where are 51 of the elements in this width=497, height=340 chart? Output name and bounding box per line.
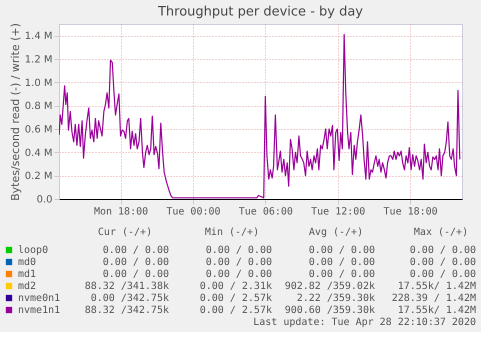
y-tick-label: 1.4 M [24, 31, 52, 42]
x-tick-label: Tue 06:00 [238, 206, 293, 218]
y-tick-label: 0.4 M [24, 148, 52, 159]
text: 228.39 / 1.42M [392, 293, 476, 304]
text: 88.32 /342.75k [84, 305, 169, 316]
text: Cur (-/+) [98, 227, 152, 238]
x-tick-label: Tue 00:00 [166, 206, 221, 218]
text: 900.60 /359.30k [284, 305, 375, 316]
y-tick-label: 1.2 M [24, 54, 52, 66]
text: Avg (-/+) [308, 227, 364, 238]
text: 0.00 / 0.00 [102, 269, 169, 280]
text: 0.00 / 0.00 [308, 257, 375, 268]
text: 0.00 / 0.00 [206, 257, 272, 268]
text: 17.55k/ 1.42M [398, 305, 476, 316]
text: 0.00 / 0.00 [102, 257, 169, 268]
chart-title: Throughput per device - by day [156, 4, 364, 20]
text: 0.00 / 0.00 [102, 245, 169, 256]
text: 0.00 / 0.00 [410, 245, 476, 256]
text: 2.22 /359.30k [296, 293, 375, 304]
text: 0.00 / 0.00 [308, 269, 375, 280]
y-tick-label: 0.8 M [24, 101, 52, 112]
text: 0.00 / 2.31k [200, 281, 272, 292]
y-axis-title: Bytes/second read (-) / write (+) [8, 23, 22, 201]
text: 0.00 / 2.57k [200, 293, 272, 304]
text: 902.82 /359.02k [284, 281, 375, 292]
legend-label: md1 [18, 269, 36, 280]
y-tick-label: 1.0 M [24, 78, 52, 89]
legend-label: md0 [18, 257, 36, 268]
text: 88.32 /341.38k [84, 281, 169, 292]
legend-label: md2 [18, 281, 36, 292]
legend-label: loop0 [18, 245, 48, 256]
y-tick-label: 0.0 [36, 194, 52, 206]
text: 0.00 / 2.57k [200, 305, 272, 316]
y-tick-label: 0.2 M [24, 171, 52, 182]
text: 0.00 / 0.00 [308, 245, 375, 256]
legend-label: nvme1n1 [18, 305, 60, 316]
text: 17.55k/ 1.42M [398, 281, 476, 292]
line-series [59, 34, 460, 198]
x-tick-label: Mon 18:00 [94, 206, 148, 218]
text: Min (-/+) [204, 227, 260, 238]
text: Max (-/+) [414, 227, 468, 238]
text: 0.00 / 0.00 [206, 269, 272, 280]
legend-label: nvme0n1 [18, 293, 60, 304]
text: 0.00 / 0.00 [410, 257, 476, 268]
x-tick-label: Tue 18:00 [384, 206, 438, 218]
text: 0.00 / 0.00 [206, 245, 272, 256]
text: 0.00 / 0.00 [410, 269, 476, 280]
text: Last update: Tue Apr 28 22:10:37 2020 [253, 317, 476, 328]
y-tick-label: 0.6 M [24, 124, 52, 136]
text: 0.00 /342.75k [90, 293, 169, 304]
x-tick-label: Tue 12:00 [311, 206, 366, 218]
